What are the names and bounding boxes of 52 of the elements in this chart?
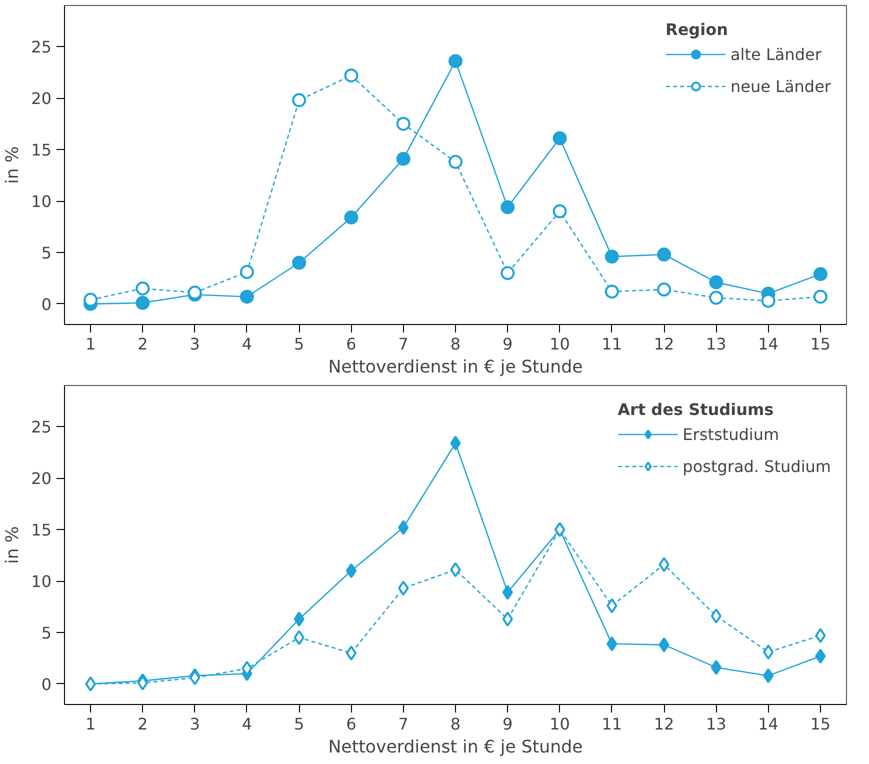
y-axis-title: in %	[3, 146, 24, 184]
y-tick-label: 15	[31, 520, 52, 540]
x-tick-label: 11	[602, 334, 622, 354]
x-tick-label: 9	[502, 334, 513, 354]
legend-label: neue Länder	[730, 76, 831, 96]
y-tick-label: 15	[31, 140, 52, 160]
y-tick-label: 25	[31, 38, 52, 57]
x-tick-label: 6	[346, 334, 356, 354]
x-tick-label: 7	[398, 714, 408, 734]
y-tick-label: 20	[31, 469, 52, 488]
x-tick-label: 14	[758, 714, 778, 734]
x-tick-label: 13	[706, 714, 726, 734]
x-tick-label: 12	[654, 714, 674, 734]
y-tick-label: 5	[41, 623, 52, 642]
x-tick-label: 13	[706, 334, 726, 354]
y-tick-label: 20	[31, 89, 52, 108]
x-tick-label: 11	[602, 714, 622, 734]
legend-label: postgrad. Studium	[682, 456, 831, 476]
x-tick-label: 12	[654, 334, 674, 354]
x-tick-label: 6	[346, 714, 356, 734]
x-tick-label: 14	[758, 334, 778, 354]
x-tick-label: 15	[810, 714, 831, 734]
x-tick-label: 5	[294, 714, 304, 734]
legend-title: Region	[666, 20, 729, 39]
y-tick-label: 0	[41, 674, 52, 694]
x-tick-label: 10	[550, 714, 570, 734]
x-axis-title: Nettoverdienst in € je Stunde	[328, 358, 583, 378]
x-tick-label: 1	[85, 334, 96, 354]
x-tick-label: 10	[550, 334, 570, 354]
legend-label: Erststudium	[682, 424, 780, 444]
x-tick-label: 7	[398, 334, 408, 354]
y-axis-title: in %	[3, 526, 24, 564]
x-tick-label: 4	[242, 714, 252, 734]
y-tick-label: 5	[41, 243, 52, 262]
legend-title: Art des Studiums	[618, 400, 775, 419]
x-tick-label: 8	[450, 334, 461, 354]
x-tick-label: 2	[138, 334, 148, 354]
x-tick-label: 8	[450, 714, 461, 734]
x-tick-label: 2	[138, 714, 148, 734]
x-tick-label: 5	[294, 334, 304, 354]
x-tick-label: 9	[502, 714, 513, 734]
x-axis-title: Nettoverdienst in € je Stunde	[328, 738, 583, 758]
y-tick-label: 10	[31, 192, 52, 212]
x-tick-label: 15	[810, 334, 831, 354]
x-tick-label: 3	[190, 714, 200, 734]
y-tick-label: 25	[31, 418, 52, 437]
y-tick-label: 10	[31, 572, 52, 592]
legend-label: alte Länder	[730, 44, 822, 64]
x-tick-label: 1	[85, 714, 96, 734]
y-tick-label: 0	[41, 294, 52, 314]
x-tick-label: 3	[190, 334, 200, 354]
x-tick-label: 4	[242, 334, 252, 354]
